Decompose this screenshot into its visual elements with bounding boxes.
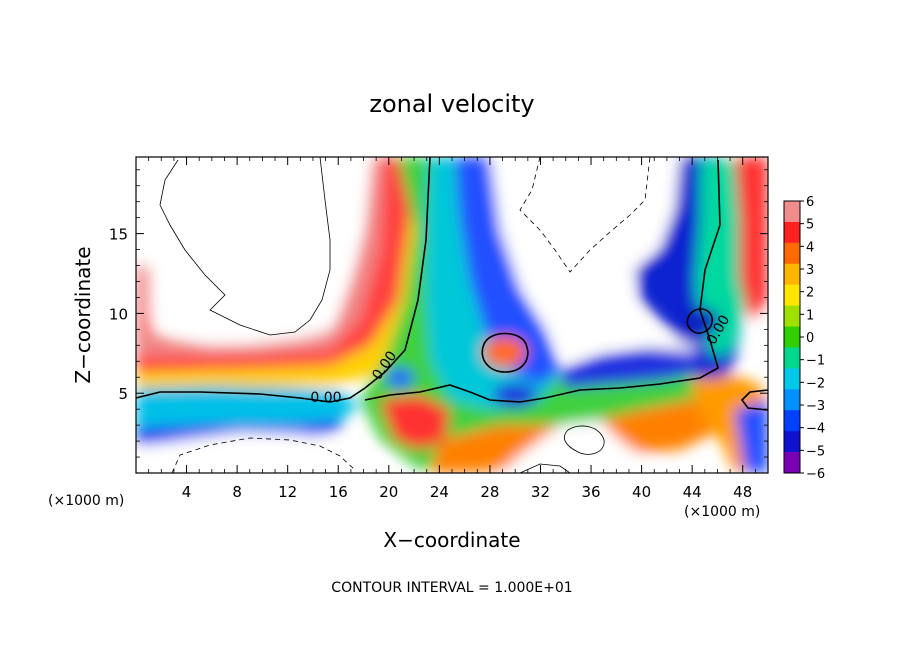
colorbar-swatch bbox=[784, 431, 800, 453]
x-tick-label: 44 bbox=[683, 483, 702, 501]
contour-zero-right-blob bbox=[686, 308, 713, 334]
x-unit-left: (×1000 m) bbox=[48, 493, 124, 509]
colorbar-tick-label: −2 bbox=[806, 376, 825, 391]
colorbar-tick-label: −1 bbox=[806, 354, 825, 369]
contour-thin-left bbox=[159, 157, 331, 336]
colorbar-tick-label: 6 bbox=[806, 195, 814, 210]
x-tick-label: 32 bbox=[531, 483, 550, 501]
contour-lines bbox=[136, 157, 768, 473]
x-unit-right: (×1000 m) bbox=[684, 504, 760, 520]
colorbar-swatch bbox=[784, 305, 800, 328]
field-blue-right-lower bbox=[735, 400, 768, 473]
field-blue-column bbox=[455, 157, 560, 385]
colorbar-swatch bbox=[784, 221, 800, 244]
colorbar-swatch bbox=[784, 284, 800, 307]
colorbar-tick-label: −5 bbox=[806, 444, 825, 459]
x-tick-label: 20 bbox=[379, 483, 398, 501]
colorbar-swatch bbox=[784, 201, 800, 223]
field-white-upper-left bbox=[136, 157, 370, 342]
colorbar-swatch bbox=[784, 389, 800, 411]
plot-area: 0.00 0.00 0.00 4 8 12 16 20 24 28 32 36 40 44 48 51… bbox=[109, 156, 769, 501]
field-red-right-edge bbox=[735, 157, 768, 320]
colorbar-swatch bbox=[784, 347, 800, 369]
x-tick-label: 48 bbox=[733, 483, 752, 501]
contour-zero-lower bbox=[364, 159, 721, 403]
colorbar-tick-label: 4 bbox=[806, 240, 814, 255]
x-tick-label: 12 bbox=[278, 483, 297, 501]
x-axis-label: X−coordinate bbox=[383, 528, 520, 552]
colorbar-tick-label: 2 bbox=[806, 286, 814, 301]
field-blue-right-shelf bbox=[560, 348, 705, 388]
colorbar-tick-label: 3 bbox=[806, 263, 814, 278]
field-red-surface-left bbox=[380, 395, 450, 450]
contour-zero-blob bbox=[481, 332, 529, 373]
x-ticks: 4 8 12 16 20 24 28 32 36 40 44 48 bbox=[148, 157, 756, 501]
colorbar-swatch bbox=[784, 242, 800, 265]
field-cyan-lower-band bbox=[136, 386, 360, 428]
colorbar-swatch bbox=[784, 368, 800, 390]
field-positive-upper-band bbox=[136, 157, 430, 380]
contour-dashed-upper bbox=[519, 157, 651, 273]
field-red-blob bbox=[483, 336, 527, 368]
y-tick-label: 10 bbox=[109, 305, 128, 323]
field-blue-blob bbox=[493, 383, 537, 407]
colorbar: 6 5 4 3 2 1 0 −1 −2 −3 −4 −5 −6 bbox=[783, 195, 825, 482]
contour-thin-lower-mid bbox=[564, 425, 605, 455]
colorbar-tick-label: 5 bbox=[806, 218, 814, 233]
velocity-field bbox=[136, 157, 768, 473]
field-white-lower-left bbox=[136, 432, 385, 473]
field-positive-edge bbox=[136, 157, 385, 356]
colorbar-tick-label: −3 bbox=[806, 399, 825, 414]
contour-dashed-lower bbox=[171, 437, 356, 473]
contour-zero-right-edge bbox=[740, 389, 768, 411]
contour-zero-left-band bbox=[136, 157, 431, 403]
colorbar-tick-label: 1 bbox=[806, 308, 814, 323]
field-blue-small-blob bbox=[386, 368, 414, 388]
field-white-upper-mid bbox=[490, 157, 700, 362]
x-tick-label: 28 bbox=[480, 483, 499, 501]
y-tick-label: 15 bbox=[109, 226, 128, 244]
x-tick-label: 16 bbox=[329, 483, 348, 501]
x-tick-label: 40 bbox=[632, 483, 651, 501]
y-tick-label: 5 bbox=[118, 385, 128, 403]
contour-interval-note: CONTOUR INTERVAL = 1.000E+01 bbox=[331, 580, 572, 596]
x-tick-label: 36 bbox=[581, 483, 600, 501]
contour-thin-bottom bbox=[519, 463, 571, 473]
contour-label: 0.00 bbox=[310, 390, 341, 406]
y-axis-label: Z−coordinate bbox=[71, 246, 95, 383]
colorbar-swatch bbox=[784, 326, 800, 348]
x-tick-label: 4 bbox=[182, 483, 192, 501]
field-white-lower-mid bbox=[500, 420, 660, 473]
colorbar-swatch bbox=[784, 452, 800, 474]
chart-title: zonal velocity bbox=[369, 90, 534, 118]
x-tick-label: 8 bbox=[232, 483, 242, 501]
colorbar-tick-label: −4 bbox=[806, 422, 825, 437]
colorbar-swatch bbox=[784, 263, 800, 286]
colorbar-tick-label: −6 bbox=[806, 467, 825, 482]
x-tick-label: 24 bbox=[430, 483, 449, 501]
colorbar-tick-label: 0 bbox=[806, 331, 814, 346]
colorbar-swatch bbox=[784, 410, 800, 432]
y-ticks: 5 10 15 bbox=[109, 169, 768, 458]
